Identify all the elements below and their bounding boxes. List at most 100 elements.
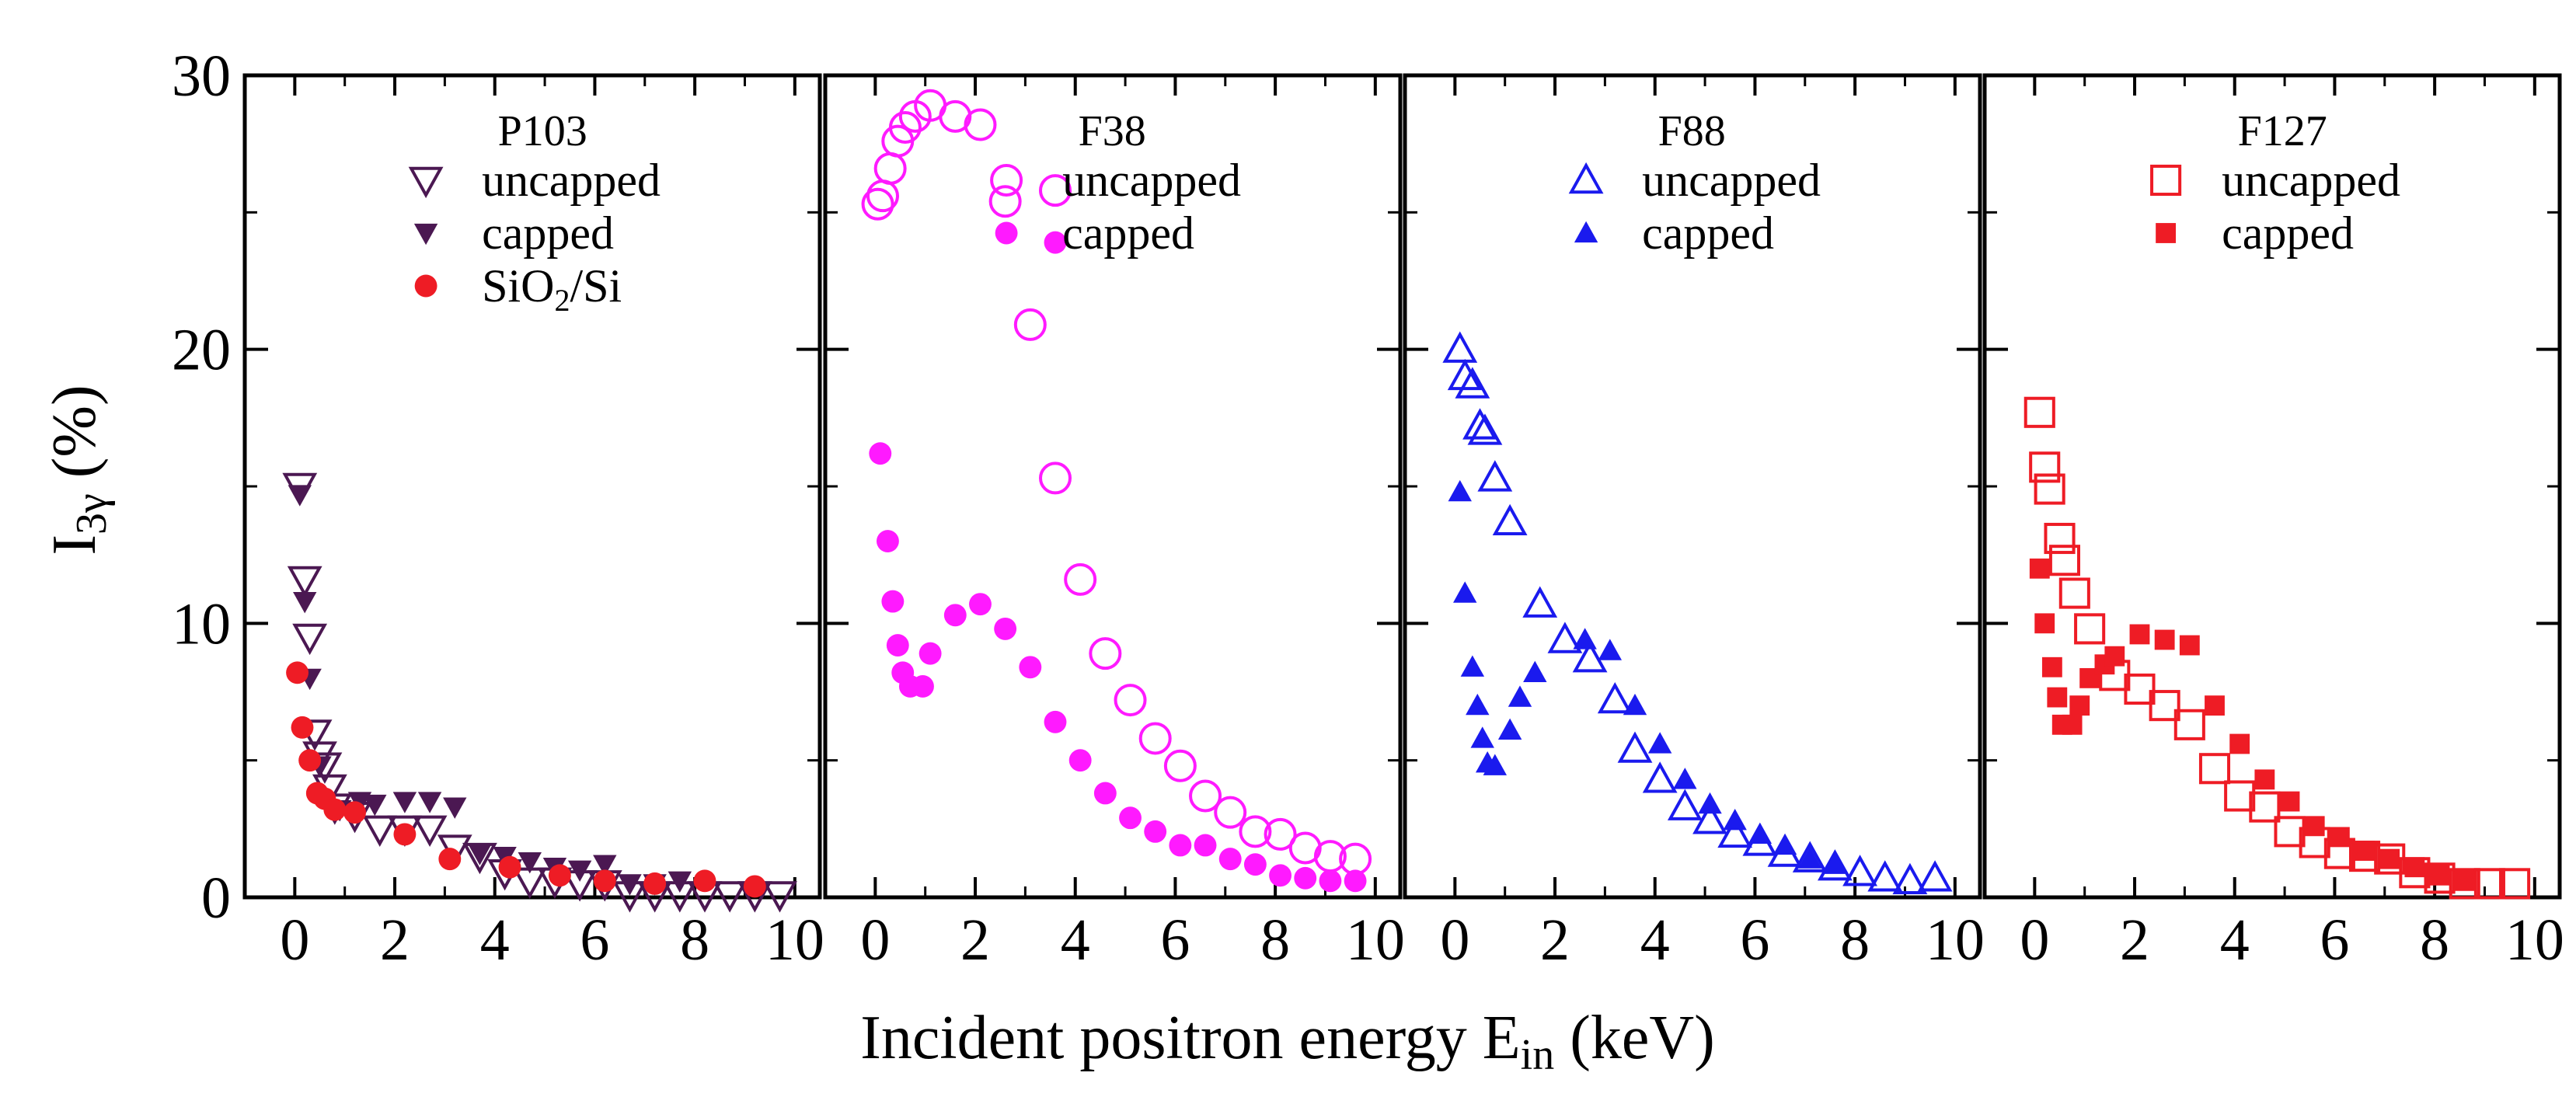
data-point xyxy=(1723,809,1747,831)
data-point xyxy=(1189,779,1222,813)
data-point xyxy=(343,801,367,824)
data-point xyxy=(1867,860,1903,892)
data-point xyxy=(2224,780,2256,812)
legend-marker xyxy=(414,274,437,298)
data-point xyxy=(393,823,417,846)
data-point xyxy=(876,530,899,552)
x-tick-label: 4 xyxy=(480,907,510,973)
series-uncapped xyxy=(2024,396,2531,900)
data-point xyxy=(567,860,592,882)
x-axis-title-subscript: in xyxy=(1521,1031,1555,1079)
data-point xyxy=(1089,637,1122,670)
data-point xyxy=(1169,834,1192,857)
data-point xyxy=(1119,806,1142,830)
data-point xyxy=(2069,695,2090,716)
data-point xyxy=(1138,722,1172,755)
data-point xyxy=(1442,331,1478,363)
data-point xyxy=(969,593,992,616)
x-tick-label: 0 xyxy=(280,907,309,973)
data-point xyxy=(2029,451,2061,483)
x-tick-label: 6 xyxy=(580,907,609,973)
data-point xyxy=(1044,710,1067,733)
data-point xyxy=(1492,503,1528,536)
data-point xyxy=(1598,639,1623,660)
data-point xyxy=(1508,685,1532,707)
data-point xyxy=(668,871,692,893)
data-point xyxy=(1064,562,1097,596)
data-point xyxy=(2104,646,2125,667)
data-point xyxy=(939,99,972,133)
data-point xyxy=(498,855,521,879)
legend-marker xyxy=(413,223,438,246)
y-axis-title-subscript: 3γ xyxy=(68,493,116,535)
series-capped xyxy=(1448,479,1847,874)
data-point xyxy=(1462,408,1497,440)
data-point xyxy=(2279,791,2300,812)
legend-label: capped xyxy=(482,207,614,259)
data-point xyxy=(2249,791,2281,823)
data-point xyxy=(1114,684,1147,717)
data-point xyxy=(1269,864,1292,887)
legend-title: F127 xyxy=(2238,107,2327,155)
data-point xyxy=(1044,231,1067,254)
data-point xyxy=(1455,367,1490,399)
data-point xyxy=(1243,853,1267,876)
data-point xyxy=(2062,714,2083,735)
data-point xyxy=(2124,673,2156,705)
legend-label: uncapped xyxy=(482,155,661,206)
data-point xyxy=(288,485,312,507)
data-point xyxy=(298,749,322,772)
data-point xyxy=(2355,841,2375,861)
x-tick-label: 2 xyxy=(960,907,990,973)
data-point xyxy=(1068,749,1092,772)
legend-title: P103 xyxy=(498,107,587,155)
svg-text:I3γ (%): I3γ (%) xyxy=(40,385,116,555)
legend-label: capped xyxy=(1062,207,1194,259)
data-point xyxy=(693,869,716,893)
legend-label: uncapped xyxy=(2222,155,2400,206)
legend-marker xyxy=(995,221,1018,245)
data-point xyxy=(417,792,442,813)
x-axis-title-main: Incident positron energy E xyxy=(860,1004,1520,1072)
data-point xyxy=(438,848,462,871)
data-point xyxy=(1642,761,1678,793)
data-point xyxy=(518,852,542,874)
data-point xyxy=(2034,473,2065,505)
data-point xyxy=(1144,820,1167,843)
data-point xyxy=(1572,641,1608,673)
data-point xyxy=(881,590,905,613)
data-point xyxy=(2048,545,2081,576)
data-point xyxy=(2149,690,2180,722)
data-point xyxy=(1817,849,1853,881)
data-point xyxy=(943,604,967,627)
x-tick-label: 10 xyxy=(2505,907,2564,973)
data-point xyxy=(994,617,1017,640)
legend-label: uncapped xyxy=(1642,155,1821,206)
x-tick-label: 6 xyxy=(1160,907,1190,973)
series-uncapped xyxy=(282,472,797,913)
data-point xyxy=(548,864,571,887)
data-point xyxy=(1477,460,1513,492)
data-point xyxy=(1013,308,1047,341)
x-axis-title: Incident positron energy Ein (keV) xyxy=(860,1004,1715,1079)
data-point xyxy=(1917,860,1953,892)
data-point xyxy=(1447,358,1483,391)
data-point xyxy=(1798,847,1822,869)
legend-label: SiO2/Si xyxy=(482,260,622,318)
data-point xyxy=(912,675,934,698)
data-point xyxy=(873,151,907,185)
x-tick-label: 0 xyxy=(860,907,890,973)
data-point xyxy=(1892,862,1928,895)
data-point xyxy=(1467,413,1503,445)
data-point xyxy=(2058,577,2090,609)
x-tick-label: 4 xyxy=(1640,907,1670,973)
x-tick-label: 0 xyxy=(1440,907,1469,973)
legend-marker xyxy=(2150,164,2182,197)
x-tick-label: 8 xyxy=(680,907,709,973)
data-point xyxy=(2024,396,2055,428)
x-tick-label: 2 xyxy=(1540,907,1570,973)
data-point xyxy=(919,642,942,665)
